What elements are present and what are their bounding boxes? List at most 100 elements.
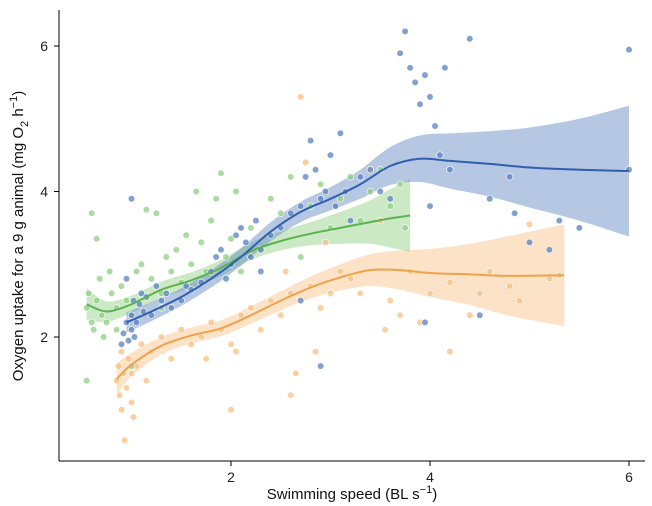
- data-point: [376, 187, 384, 196]
- data-point: [232, 348, 240, 356]
- data-point: [446, 348, 454, 356]
- data-point: [127, 369, 136, 378]
- data-point: [192, 187, 200, 196]
- data-point: [282, 267, 290, 276]
- data-point: [182, 231, 190, 239]
- data-point: [117, 348, 126, 356]
- data-point: [247, 304, 255, 312]
- data-point: [406, 64, 414, 72]
- data-point: [396, 49, 404, 57]
- data-point: [237, 267, 245, 276]
- y-tick-label: 4: [40, 184, 48, 200]
- data-point: [326, 289, 335, 298]
- data-point: [115, 391, 124, 399]
- data-point: [336, 129, 345, 137]
- data-point: [85, 289, 93, 298]
- data-point: [119, 329, 128, 338]
- data-point: [152, 209, 160, 217]
- data-point: [130, 333, 139, 341]
- data-point: [98, 311, 106, 319]
- data-point: [112, 377, 121, 385]
- data-point: [93, 297, 101, 305]
- data-point: [96, 275, 104, 283]
- data-point: [207, 217, 215, 225]
- data-point: [93, 235, 101, 243]
- data-point: [142, 206, 150, 214]
- data-point: [157, 297, 165, 305]
- data-point: [124, 355, 133, 363]
- data-point: [88, 318, 96, 327]
- data-point: [287, 391, 295, 399]
- data-point: [267, 297, 275, 305]
- data-point: [431, 122, 439, 130]
- data-point: [122, 275, 131, 283]
- x-axis-title: Swimming speed (BL s−1): [267, 484, 437, 503]
- data-point: [88, 209, 96, 217]
- data-point: [441, 64, 449, 72]
- data-point: [366, 187, 374, 196]
- data-point: [212, 253, 220, 261]
- data-point: [446, 278, 454, 287]
- data-point: [242, 238, 250, 246]
- data-point: [127, 398, 136, 407]
- data-point: [147, 275, 155, 283]
- y-tick-label: 6: [40, 38, 48, 54]
- data-point: [122, 297, 131, 305]
- data-point: [506, 173, 514, 181]
- data-point: [317, 304, 325, 312]
- data-point: [312, 348, 320, 356]
- data-point: [525, 220, 534, 228]
- data-point: [197, 333, 205, 341]
- data-point: [346, 275, 355, 283]
- data-point: [222, 275, 230, 283]
- data-point: [356, 289, 365, 298]
- data-point: [421, 318, 429, 327]
- data-point: [112, 326, 121, 334]
- data-point: [336, 267, 345, 276]
- data-point: [307, 137, 315, 145]
- data-point: [396, 311, 404, 319]
- data-point: [277, 209, 285, 217]
- data-point: [575, 224, 583, 232]
- data-point: [297, 253, 305, 261]
- data-point: [117, 282, 126, 290]
- data-point: [297, 202, 305, 210]
- data-point: [202, 355, 210, 363]
- data-point: [217, 246, 225, 254]
- data-point: [297, 297, 305, 305]
- data-point: [336, 195, 345, 203]
- data-point: [386, 195, 394, 203]
- data-point: [317, 362, 325, 370]
- data-point: [326, 151, 335, 159]
- data-point: [120, 436, 129, 444]
- data-point: [555, 217, 563, 225]
- data-point: [525, 238, 534, 246]
- data-point: [302, 173, 310, 181]
- data-point: [127, 195, 136, 203]
- y-axis-title: Oxygen uptake for a 9 g animal (mg O2 h−…: [8, 91, 31, 381]
- data-point: [321, 238, 330, 246]
- data-point: [227, 406, 235, 414]
- data-point: [421, 71, 429, 79]
- x-tick-label: 2: [227, 469, 235, 485]
- data-point: [506, 282, 514, 290]
- x-tick-label: 6: [625, 469, 633, 485]
- data-point: [257, 326, 265, 334]
- data-point: [366, 166, 374, 174]
- data-point: [172, 246, 180, 254]
- data-point: [247, 224, 255, 232]
- data-point: [119, 369, 128, 378]
- data-point: [346, 173, 355, 181]
- data-point: [137, 340, 145, 348]
- data-point: [152, 282, 160, 290]
- data-point: [105, 267, 114, 276]
- data-point: [426, 93, 434, 101]
- confidence-band: [116, 224, 565, 396]
- data-point: [157, 333, 165, 341]
- data-point: [102, 318, 111, 327]
- data-point: [466, 311, 474, 319]
- data-point: [356, 173, 365, 181]
- data-point: [317, 180, 325, 188]
- y-axis-ticks: 2 4 6: [40, 38, 59, 345]
- data-point: [426, 289, 434, 298]
